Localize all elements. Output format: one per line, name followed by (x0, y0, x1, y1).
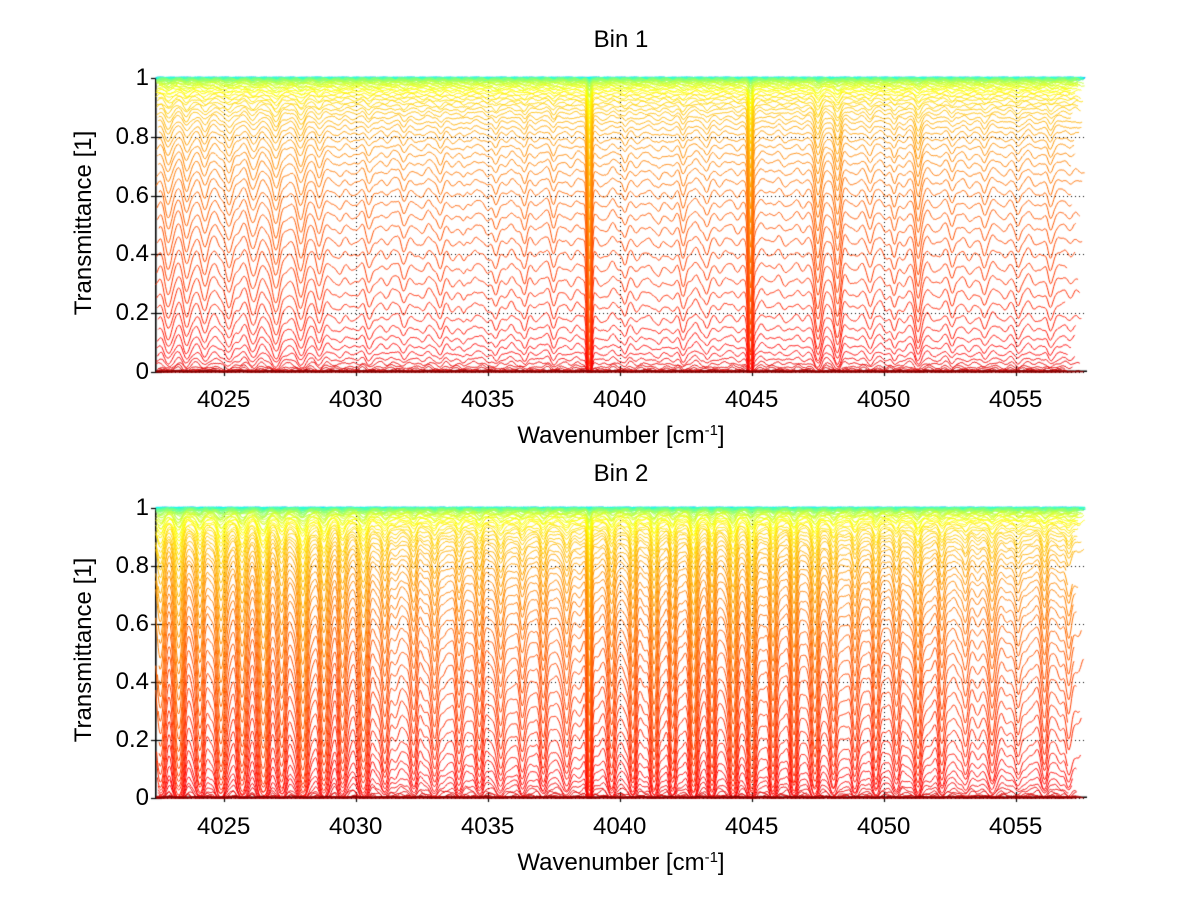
plot-area-bin2 (147, 502, 1095, 812)
x-tick-label: 4045 (724, 386, 779, 413)
x-tick-label: 4045 (724, 813, 779, 840)
y-tick-label: 0 (135, 358, 149, 385)
x-tick-label: 4030 (328, 813, 383, 840)
x-tick-label: 4050 (856, 386, 911, 413)
y-axis-label-bin1: Transmittance [1] (70, 130, 97, 316)
x-tick-label: 4025 (196, 813, 251, 840)
x-tick-label: 4035 (460, 813, 515, 840)
x-axis-label-bracket: ] (717, 849, 725, 876)
y-tick-label: 0.8 (115, 552, 149, 579)
x-tick-label: 4030 (328, 386, 383, 413)
x-axis-label-exponent: -1 (704, 422, 718, 439)
x-tick-label: 4055 (989, 813, 1043, 840)
y-tick-label: 0.8 (115, 122, 149, 150)
x-axis-label-bin1: Wavenumber [cm-1] (155, 422, 1087, 450)
x-tick-label: 4035 (460, 386, 515, 413)
x-tick-label: 4055 (989, 386, 1043, 413)
x-tick-label: 4040 (592, 386, 647, 413)
x-tick-label: 4040 (592, 813, 647, 840)
x-tick-label: 4050 (856, 813, 911, 840)
y-tick-label: 0.6 (115, 181, 149, 209)
x-axis-label-text: Wavenumber [cm (517, 849, 705, 876)
x-axis-label-bracket: ] (717, 422, 725, 449)
x-axis-label-bin2: Wavenumber [cm-1] (155, 849, 1087, 877)
plot-title-bin1: Bin 1 (593, 26, 649, 53)
plot-area-bin1 (147, 72, 1095, 386)
y-axis-label-bin2: Transmittance [1] (70, 557, 97, 743)
y-tick-label: 1 (135, 64, 149, 91)
x-axis-label-text: Wavenumber [cm (517, 422, 705, 449)
y-tick-label: 0.6 (115, 610, 149, 637)
y-tick-label: 0.4 (115, 240, 149, 268)
y-tick-label: 1 (135, 494, 149, 521)
y-tick-label: 0.2 (115, 726, 149, 753)
y-tick-label: 0.4 (115, 668, 149, 695)
x-axis-label-exponent: -1 (704, 849, 718, 866)
plot-title-bin2: Bin 2 (593, 460, 649, 487)
y-tick-label: 0.2 (115, 299, 149, 327)
y-tick-label: 0 (135, 784, 149, 811)
x-tick-label: 4025 (196, 386, 251, 413)
